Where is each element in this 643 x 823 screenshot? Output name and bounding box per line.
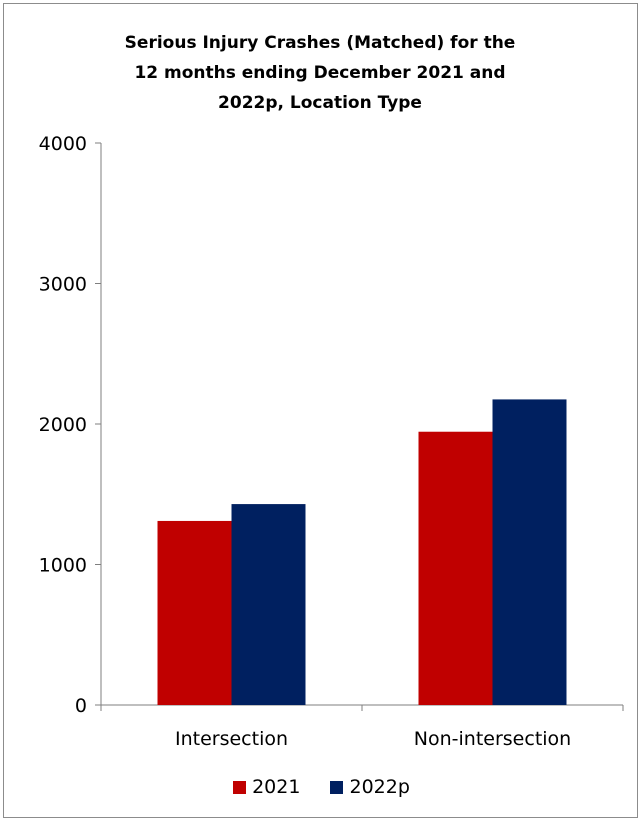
bar-non-intersection-2022p [492,399,567,705]
chart-title: Serious Injury Crashes (Matched) for the… [60,28,580,118]
y-tick-label-2000: 2000 [39,414,87,436]
chart-title-line-3: 2022p, Location Type [218,93,422,113]
legend-swatch-2021 [233,780,247,794]
legend-label-2022p: 2022p [349,776,410,798]
legend-label-2021: 2021 [252,776,301,798]
legend: 2021 2022p [0,776,643,799]
legend-item-2021: 2021 [233,776,300,798]
legend-item-2022p: 2022p [330,776,410,798]
y-tick-label-3000: 3000 [39,274,87,296]
legend-swatch-2022p [330,780,344,794]
x-category-label-non-intersection: Non-intersection [414,728,571,750]
bar-intersection-2022p [231,504,306,705]
chart-title-line-1: Serious Injury Crashes (Matched) for the [124,33,516,53]
bar-intersection-2021 [157,520,232,705]
bar-non-intersection-2021 [418,431,493,705]
chart-title-line-2: 12 months ending December 2021 and [134,63,506,83]
y-tick-label-0: 0 [75,695,87,717]
y-tick-label-1000: 1000 [39,555,87,577]
x-category-label-intersection: Intersection [175,728,288,750]
y-tick-label-4000: 4000 [39,133,87,155]
